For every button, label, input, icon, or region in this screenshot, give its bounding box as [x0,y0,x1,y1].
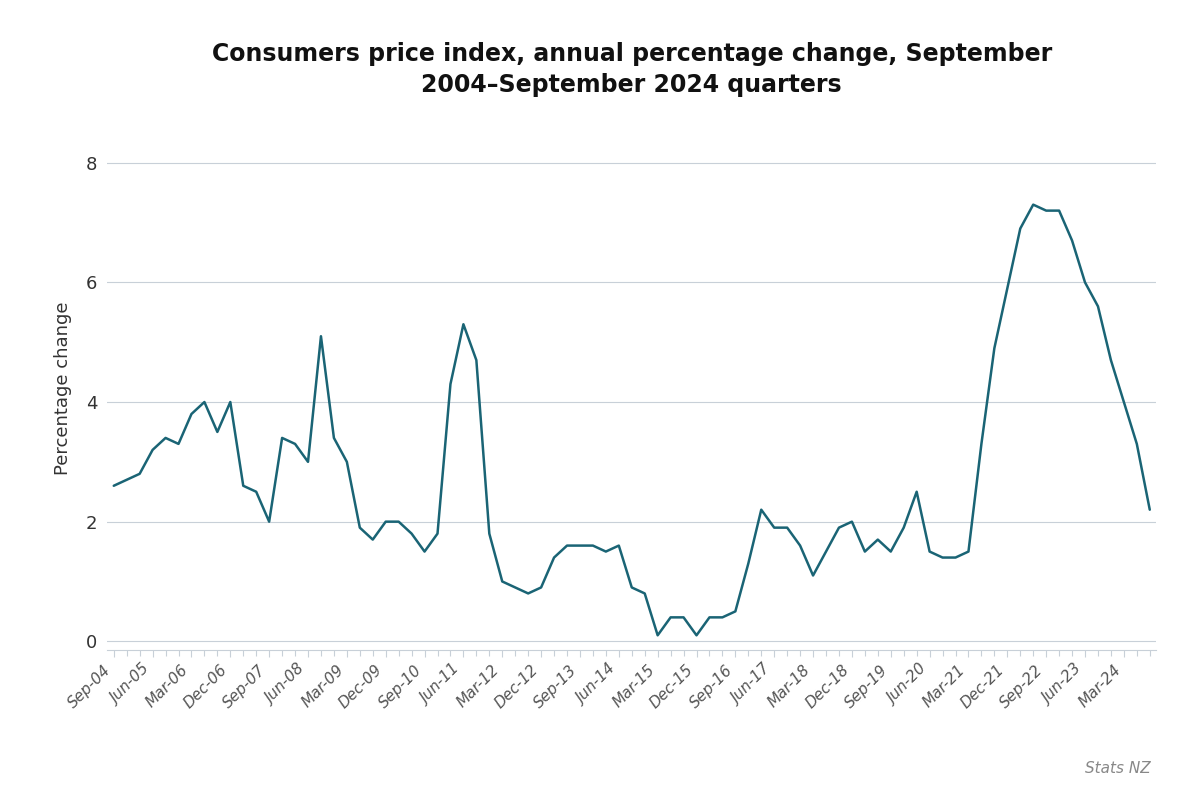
Y-axis label: Percentage change: Percentage change [54,302,73,475]
Text: Stats NZ: Stats NZ [1085,761,1150,776]
Title: Consumers price index, annual percentage change, September
2004–September 2024 q: Consumers price index, annual percentage… [212,41,1051,98]
